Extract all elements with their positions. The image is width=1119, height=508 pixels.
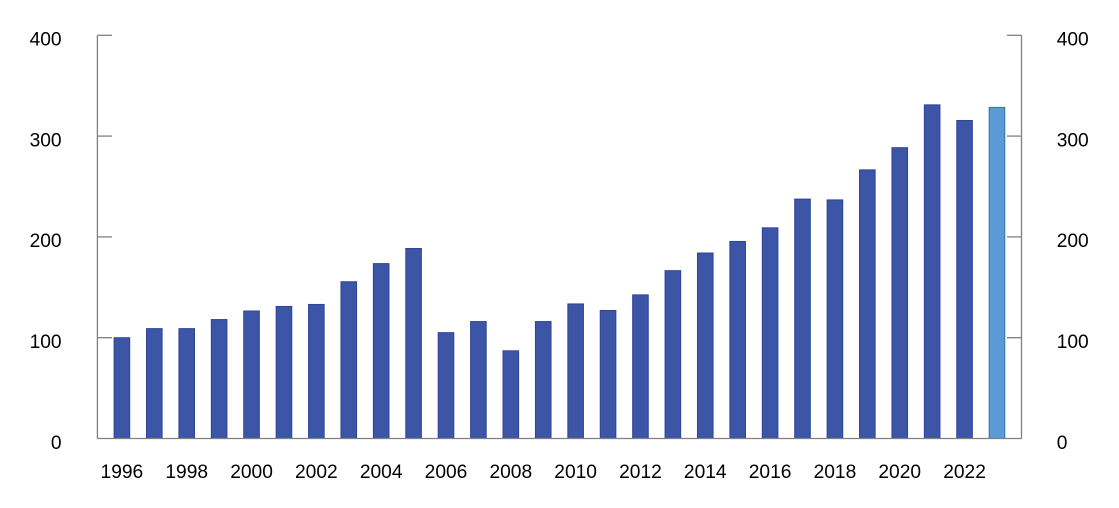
svg-text:2018: 2018 [814,462,857,483]
svg-text:2002: 2002 [295,462,338,483]
svg-text:2006: 2006 [425,462,468,483]
svg-text:200: 200 [1057,231,1089,252]
svg-text:2008: 2008 [489,462,532,483]
svg-text:2000: 2000 [230,462,273,483]
svg-text:2022: 2022 [943,462,986,483]
svg-text:300: 300 [30,130,62,151]
svg-text:1998: 1998 [165,462,208,483]
svg-text:2012: 2012 [619,462,662,483]
svg-text:300: 300 [1057,130,1089,151]
svg-text:100: 100 [1057,332,1089,353]
svg-text:0: 0 [1057,433,1068,454]
svg-text:400: 400 [1057,30,1089,51]
svg-text:2020: 2020 [878,462,921,483]
svg-text:0: 0 [51,433,62,454]
svg-text:2014: 2014 [684,462,727,483]
svg-text:2010: 2010 [554,462,597,483]
svg-text:100: 100 [30,332,62,353]
svg-text:2016: 2016 [749,462,792,483]
svg-text:200: 200 [30,231,62,252]
svg-text:1996: 1996 [101,462,144,483]
svg-text:2004: 2004 [360,462,403,483]
svg-text:400: 400 [30,30,62,51]
